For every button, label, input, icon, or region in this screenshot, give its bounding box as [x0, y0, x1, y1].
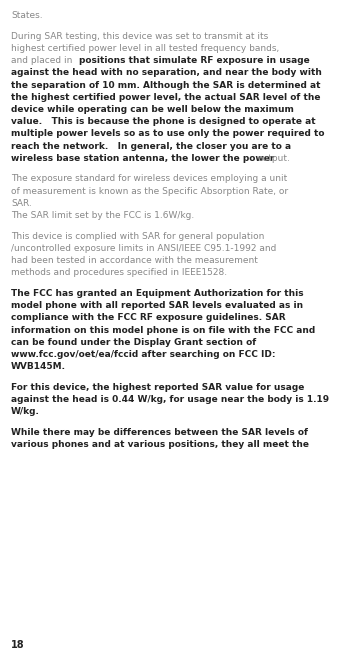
- Text: While there may be differences between the SAR levels of: While there may be differences between t…: [11, 428, 308, 437]
- Text: had been tested in accordance with the measurement: had been tested in accordance with the m…: [11, 256, 258, 265]
- Text: various phones and at various positions, they all meet the: various phones and at various positions,…: [11, 440, 309, 449]
- Text: value.   This is because the phone is designed to operate at: value. This is because the phone is desi…: [11, 117, 316, 126]
- Text: device while operating can be well below the maximum: device while operating can be well below…: [11, 105, 294, 114]
- Text: States.: States.: [11, 11, 43, 20]
- Text: of measurement is known as the Specific Absorption Rate, or: of measurement is known as the Specific …: [11, 186, 288, 196]
- Text: 18: 18: [11, 640, 25, 650]
- Text: information on this model phone is on file with the FCC and: information on this model phone is on fi…: [11, 326, 315, 334]
- Text: can be found under the Display Grant section of: can be found under the Display Grant sec…: [11, 338, 256, 347]
- Text: positions that simulate RF exposure in usage: positions that simulate RF exposure in u…: [79, 56, 310, 65]
- Text: multiple power levels so as to use only the power required to: multiple power levels so as to use only …: [11, 130, 324, 138]
- Text: highest certified power level in all tested frequency bands,: highest certified power level in all tes…: [11, 44, 280, 53]
- Text: /uncontrolled exposure limits in ANSI/IEEE C95.1-1992 and: /uncontrolled exposure limits in ANSI/IE…: [11, 244, 276, 253]
- Text: For this device, the highest reported SAR value for usage: For this device, the highest reported SA…: [11, 383, 305, 392]
- Text: The exposure standard for wireless devices employing a unit: The exposure standard for wireless devic…: [11, 175, 287, 184]
- Text: against the head with no separation, and near the body with: against the head with no separation, and…: [11, 68, 322, 77]
- Text: The SAR limit set by the FCC is 1.6W/kg.: The SAR limit set by the FCC is 1.6W/kg.: [11, 211, 194, 220]
- Text: compliance with the FCC RF exposure guidelines. SAR: compliance with the FCC RF exposure guid…: [11, 313, 286, 323]
- Text: The FCC has granted an Equipment Authorization for this: The FCC has granted an Equipment Authori…: [11, 289, 304, 298]
- Text: This device is complied with SAR for general population: This device is complied with SAR for gen…: [11, 231, 265, 241]
- Text: reach the network.   In general, the closer you are to a: reach the network. In general, the close…: [11, 141, 291, 151]
- Text: the separation of 10 mm. Although the SAR is determined at: the separation of 10 mm. Although the SA…: [11, 81, 321, 89]
- Text: During SAR testing, this device was set to transmit at its: During SAR testing, this device was set …: [11, 32, 268, 41]
- Text: SAR.: SAR.: [11, 199, 32, 208]
- Text: and placed in: and placed in: [11, 56, 75, 65]
- Text: WVB145M.: WVB145M.: [11, 362, 66, 371]
- Text: www.fcc.gov/oet/ea/fccid after searching on FCC ID:: www.fcc.gov/oet/ea/fccid after searching…: [11, 350, 275, 359]
- Text: methods and procedures specified in IEEE1528.: methods and procedures specified in IEEE…: [11, 268, 227, 278]
- Text: the highest certified power level, the actual SAR level of the: the highest certified power level, the a…: [11, 93, 321, 102]
- Text: output.: output.: [258, 154, 290, 163]
- Text: wireless base station antenna, the lower the power: wireless base station antenna, the lower…: [11, 154, 277, 163]
- Text: W/kg.: W/kg.: [11, 407, 40, 416]
- Text: against the head is 0.44 W/kg, for usage near the body is 1.19: against the head is 0.44 W/kg, for usage…: [11, 395, 329, 404]
- Text: model phone with all reported SAR levels evaluated as in: model phone with all reported SAR levels…: [11, 301, 303, 310]
